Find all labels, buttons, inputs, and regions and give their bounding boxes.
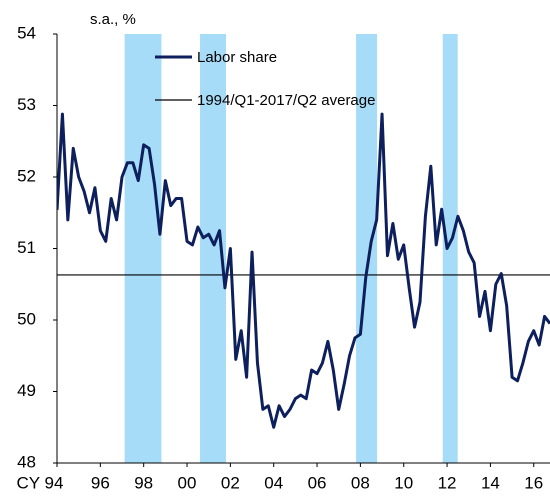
y-tick-label: 52: [17, 166, 36, 185]
x-tick-label: 06: [308, 473, 327, 492]
x-tick-label: 96: [91, 473, 110, 492]
x-tick-label: 04: [264, 473, 283, 492]
legend-label: 1994/Q1-2017/Q2 average: [197, 92, 375, 109]
x-tick-label: 16: [524, 473, 543, 492]
data-line: [57, 112, 550, 429]
x-tick-label: 08: [351, 473, 370, 492]
y-tick-label: 50: [17, 309, 36, 328]
y-tick-label: 51: [17, 238, 36, 257]
shaded-period: [442, 34, 458, 463]
x-tick-label: 00: [178, 473, 197, 492]
shaded-period: [124, 34, 162, 463]
legend-label: Labor share: [197, 49, 277, 66]
x-tick-label: 12: [438, 473, 457, 492]
x-tick-label: 14: [481, 473, 500, 492]
y-tick-label: 53: [17, 95, 36, 114]
x-tick-label: 02: [221, 473, 240, 492]
y-tick-label: 48: [17, 452, 36, 471]
y-tick-label: 49: [17, 381, 36, 400]
y-tick-label: 54: [17, 23, 36, 42]
y-axis-label: s.a., %: [90, 11, 136, 28]
x-tick-label: CY 94: [17, 473, 64, 492]
x-tick-label: 98: [134, 473, 153, 492]
shaded-period: [356, 34, 378, 463]
x-tick-label: 10: [394, 473, 413, 492]
